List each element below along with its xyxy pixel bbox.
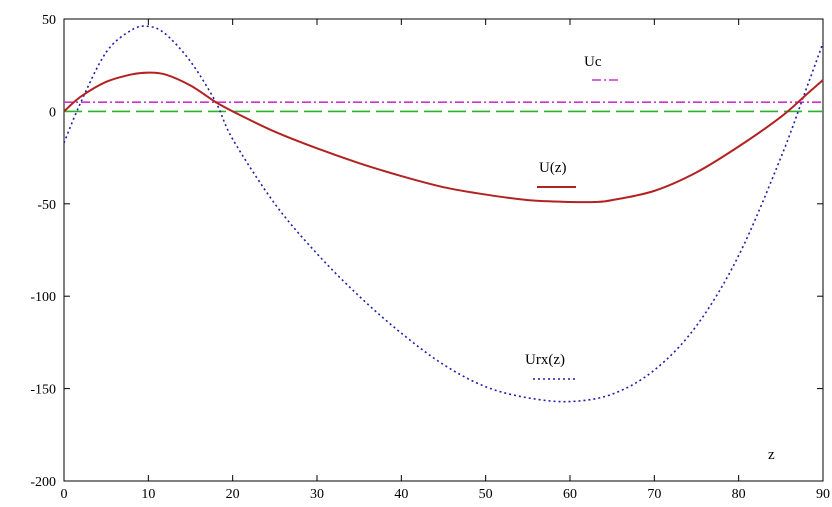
x-tick-label: 30 <box>310 487 324 502</box>
y-tick-label: 0 <box>49 105 56 120</box>
y-tick-label: -200 <box>30 475 56 490</box>
x-axis-label: z <box>768 447 775 463</box>
x-tick-label: 60 <box>563 487 577 502</box>
x-tick-label: 20 <box>226 487 240 502</box>
x-tick-label: 0 <box>61 487 68 502</box>
x-tick-label: 10 <box>141 487 155 502</box>
y-tick-label: 50 <box>42 13 56 28</box>
series-layer <box>63 25 824 403</box>
x-tick-label: 70 <box>647 487 661 502</box>
series-u <box>63 71 824 204</box>
series-urx <box>63 25 824 403</box>
legend-layer: Uc U(z) Urx(z) z <box>525 54 775 463</box>
legend-label-urx: Urx(z) <box>525 352 565 368</box>
y-tick-label: -50 <box>37 198 56 213</box>
x-tick-label: 80 <box>732 487 746 502</box>
y-tick-label: -100 <box>30 290 56 305</box>
x-tick-label: 40 <box>394 487 408 502</box>
tick-layer: 0 10 20 30 40 50 60 70 80 90 50 0 -50 -100 -150 -200 <box>30 13 830 502</box>
legend-label-uc: Uc <box>584 54 602 70</box>
x-tick-label: 50 <box>479 487 493 502</box>
legend-label-u: U(z) <box>539 160 566 176</box>
x-tick-label: 90 <box>816 487 830 502</box>
plot-frame <box>63 18 824 482</box>
y-tick-label: -150 <box>30 383 56 398</box>
